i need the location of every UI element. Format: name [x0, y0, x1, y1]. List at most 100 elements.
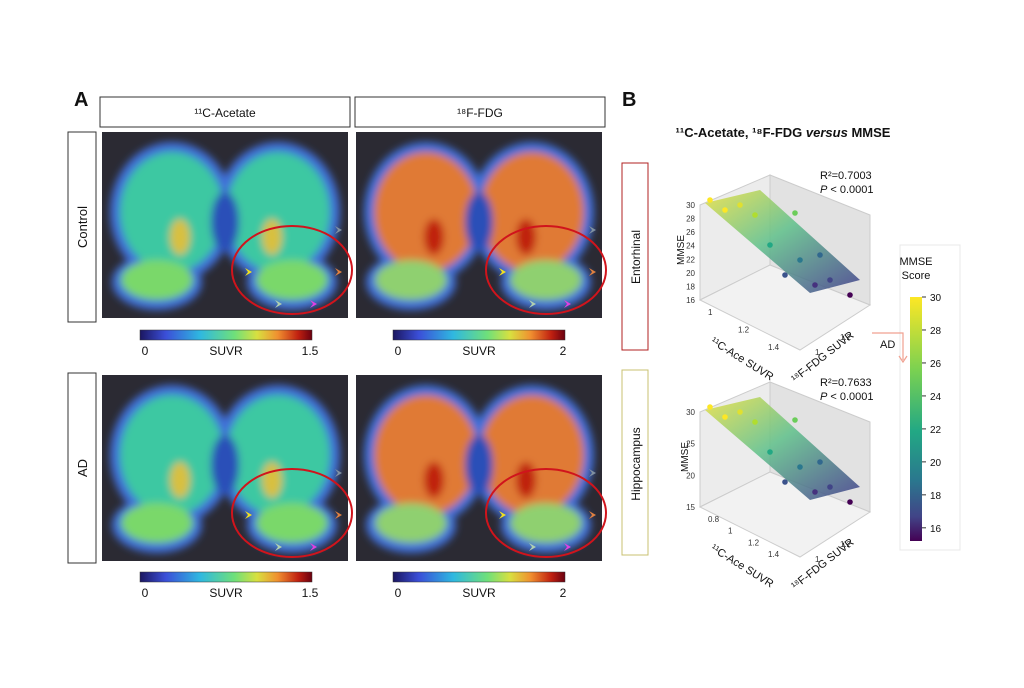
point	[792, 417, 798, 423]
temporal	[256, 260, 328, 300]
z-tick: 16	[686, 296, 695, 305]
arrowhead	[335, 469, 342, 477]
ad-arrow	[898, 355, 908, 364]
cortex	[480, 395, 584, 515]
title-part: versus	[806, 125, 848, 140]
colorbar-min: 0	[142, 586, 149, 600]
row-header-box	[67, 372, 97, 564]
cortex	[120, 152, 224, 272]
arrowhead	[589, 226, 596, 234]
cortex	[120, 395, 224, 515]
point	[782, 272, 788, 278]
point	[722, 207, 728, 213]
row-header: AD	[75, 459, 90, 477]
brain-image	[102, 132, 353, 318]
point	[792, 210, 798, 216]
ventricle	[211, 435, 239, 495]
scatter-3d: Hippocampus R²=0.7633 P < 0.0001 MMSE 30 25 20…	[621, 369, 874, 592]
arrowhead	[275, 543, 282, 551]
arrowhead	[245, 268, 252, 276]
y-tick: 1	[815, 555, 820, 564]
r-squared: R²=0.7003	[820, 170, 872, 182]
x-axis-label: ¹¹C-Ace SUVR	[708, 542, 775, 590]
z-tick: 30	[686, 201, 695, 210]
r-squared: R²=0.7633	[820, 377, 872, 389]
colorbar	[139, 571, 313, 583]
temporal	[121, 260, 193, 300]
ventricle	[465, 435, 493, 495]
ventricle	[465, 192, 493, 252]
pane	[698, 264, 872, 351]
temporal	[121, 503, 193, 543]
column-header: ¹¹C-Acetate	[194, 106, 256, 120]
brain-slice	[110, 385, 340, 553]
x-tick: 1.4	[768, 550, 780, 559]
p-symbol: P	[820, 391, 828, 403]
arrowhead	[310, 543, 317, 551]
x-tick: 1	[708, 308, 713, 317]
ad-annotation: AD	[880, 339, 895, 351]
region-box	[621, 162, 649, 351]
temporal	[375, 260, 447, 300]
panel-b: B ¹¹C-Acetate, ¹⁸F-FDG versus MMSE Entor…	[621, 89, 961, 592]
panel-a: A ¹¹C-Acetate ¹⁸F-FDG Control AD 0 SUVR 1.…	[67, 89, 607, 600]
arrowhead	[589, 469, 596, 477]
region-circle	[231, 225, 353, 315]
column-header: ¹⁸F-FDG	[457, 106, 503, 120]
point	[847, 499, 853, 505]
point	[707, 404, 713, 410]
y-tick: 1.2	[840, 333, 852, 342]
panel-title: ¹¹C-Acetate, ¹⁸F-FDG versus MMSE	[676, 125, 891, 140]
z-tick: 24	[686, 242, 695, 251]
region-circle	[485, 225, 607, 315]
tick-label: 28	[930, 326, 942, 337]
colorbar	[392, 571, 566, 583]
arrowhead	[529, 300, 536, 308]
point	[847, 292, 853, 298]
hot-spot	[424, 219, 444, 255]
region-box	[621, 369, 649, 556]
brain-image	[102, 375, 353, 561]
z-tick: 22	[686, 255, 695, 264]
z-tick: 20	[686, 269, 695, 278]
p-rest: < 0.0001	[827, 391, 873, 403]
point	[752, 419, 758, 425]
colorbar	[392, 329, 566, 341]
colorbar-min: 0	[395, 586, 402, 600]
panel-label: B	[622, 89, 636, 111]
point	[797, 257, 803, 263]
colorbar	[910, 297, 922, 541]
brain-image	[356, 132, 607, 318]
point	[827, 277, 833, 283]
row-header: Control	[75, 206, 90, 248]
point	[812, 489, 818, 495]
hot-spot	[262, 462, 282, 498]
x-tick: 1.4	[768, 343, 780, 352]
arrowhead	[564, 543, 571, 551]
panel-label: A	[74, 89, 88, 111]
arrowhead	[499, 268, 506, 276]
arrowhead	[564, 300, 571, 308]
title-part: ¹¹C-Acetate, ¹⁸F-FDG	[676, 125, 806, 140]
z-tick: 26	[686, 228, 695, 237]
x-tick: 1	[728, 527, 733, 536]
arrowhead	[335, 511, 342, 519]
ad-bracket	[872, 332, 904, 360]
z-axis-label: MMSE	[680, 442, 691, 472]
scatter-3d: Entorhinal R²=0.7003 P < 0.0001 MMSE 30 28 26 2…	[621, 162, 874, 385]
z-tick: 20	[686, 471, 695, 480]
colorbar-label: SUVR	[209, 586, 243, 600]
tick-label: 26	[930, 359, 942, 370]
colorbar-title: MMSE	[900, 256, 933, 268]
colorbar-min: 0	[395, 344, 402, 358]
region-circle	[485, 468, 607, 558]
arrowhead	[529, 543, 536, 551]
colorbar-min: 0	[142, 344, 149, 358]
column-header-box	[354, 96, 606, 128]
tick-label: 24	[930, 392, 942, 403]
p-symbol: P	[820, 184, 828, 196]
tick-label: 18	[930, 491, 942, 502]
hot-spot	[170, 462, 190, 498]
pane	[698, 471, 872, 558]
arrowhead	[245, 511, 252, 519]
